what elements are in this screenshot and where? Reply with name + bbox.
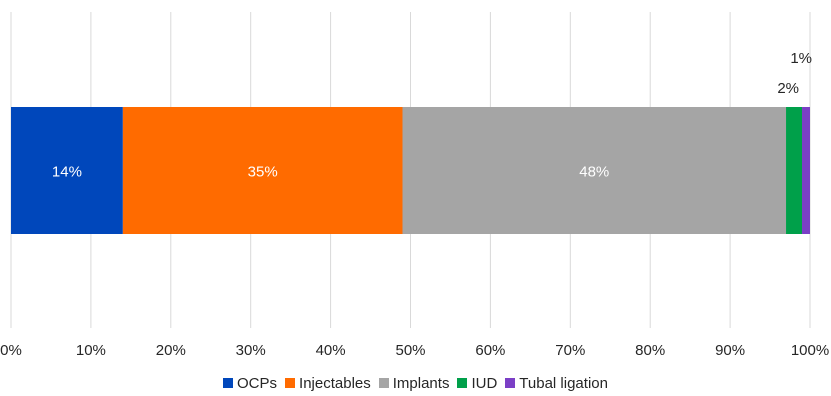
x-tick-label: 20% [156,342,186,359]
x-tick-label: 50% [395,342,425,359]
legend-label: Injectables [299,374,371,392]
legend-item: OCPs [223,375,277,392]
legend-swatch [285,378,296,388]
legend-swatch [223,378,234,388]
bar-segments [11,107,810,234]
x-tick-label: 10% [76,342,106,359]
x-axis-tick-labels: 0% 10% 20% 30% 40% 50% 60% 70% 80% 90% 100% [0,342,829,359]
bar-segment-implants [402,107,787,234]
x-tick-label: 70% [555,342,585,359]
x-tick-label: 100% [791,342,829,359]
legend-item: IUD [457,375,497,392]
legend-swatch [457,378,468,388]
x-tick-label: 80% [635,342,665,359]
data-label: 1% [790,50,812,67]
legend-label: OCPs [237,374,278,392]
legend-item: Tubal ligation [505,375,608,392]
legend-swatch [505,378,516,388]
data-label: 48% [579,164,609,181]
bar-segment-injectables [122,107,403,234]
x-tick-label: 60% [475,342,505,359]
bar-segment-iud [786,107,803,234]
legend-item: Injectables [285,375,371,392]
bar-segment-ocps [11,107,123,234]
legend-label: IUD [471,374,498,392]
legend-label: Tubal ligation [519,374,608,392]
data-label: 14% [52,164,82,181]
legend-swatch [378,378,389,388]
legend: OCPs Injectables Implants IUD Tubal ligation [0,372,831,394]
data-label: 35% [248,164,278,181]
x-tick-label: 30% [236,342,266,359]
data-labels: 14% 35% 48% 2% 1% [52,50,812,181]
legend-label: Implants [392,374,450,392]
data-label: 2% [777,80,799,97]
x-tick-label: 90% [715,342,745,359]
x-tick-label: 0% [0,342,22,359]
x-tick-label: 40% [316,342,346,359]
legend-item: Implants [378,374,450,392]
bar-segment-tubal-ligation [802,107,810,234]
